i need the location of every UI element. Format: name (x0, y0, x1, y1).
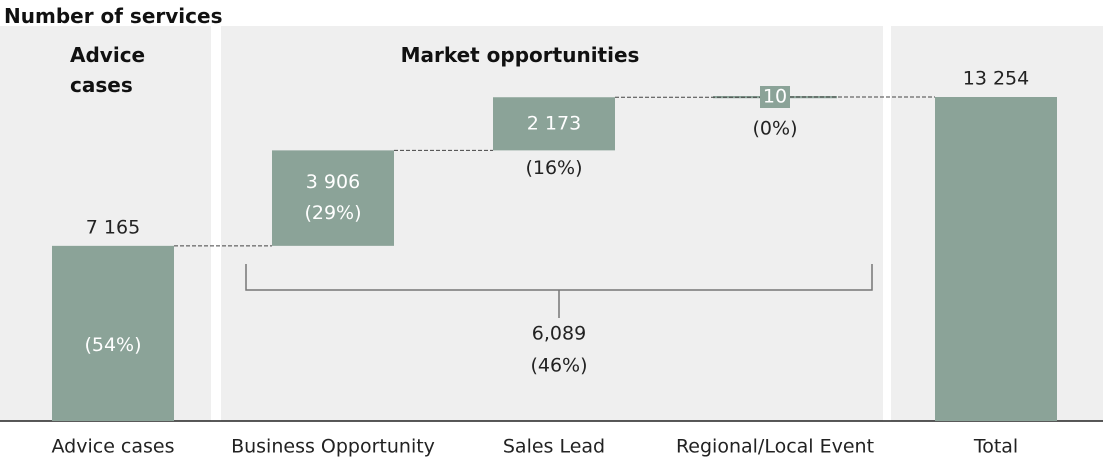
bar (493, 97, 615, 151)
chart-title: Number of services (4, 4, 223, 28)
value-label: 13 254 (963, 68, 1029, 90)
group-title: Market opportunities (400, 43, 640, 67)
value-label: 2 173 (527, 112, 581, 134)
bar (272, 150, 394, 246)
share-label: (29%) (304, 202, 361, 224)
share-label: (16%) (525, 157, 582, 179)
group-title: Advice cases (70, 43, 146, 97)
value-label: 7 165 (86, 216, 140, 238)
x-tick-label: Advice cases (52, 436, 175, 458)
label-box (760, 86, 790, 108)
bar (52, 245, 174, 421)
bar (935, 97, 1057, 421)
bracket-share: (46%) (530, 355, 587, 377)
bracket (245, 264, 873, 318)
value-label: 3 906 (306, 171, 360, 193)
value-label: 10 (763, 86, 787, 108)
bracket-label: 6,089 (532, 323, 586, 345)
x-tick-label: Business Opportunity (231, 436, 435, 458)
share-label: (0%) (753, 118, 798, 140)
x-tick-label: Sales Lead (503, 436, 605, 458)
x-tick-label: Total (973, 436, 1018, 458)
x-tick-label: Regional/Local Event (676, 436, 874, 458)
share-label: (54%) (84, 334, 141, 356)
